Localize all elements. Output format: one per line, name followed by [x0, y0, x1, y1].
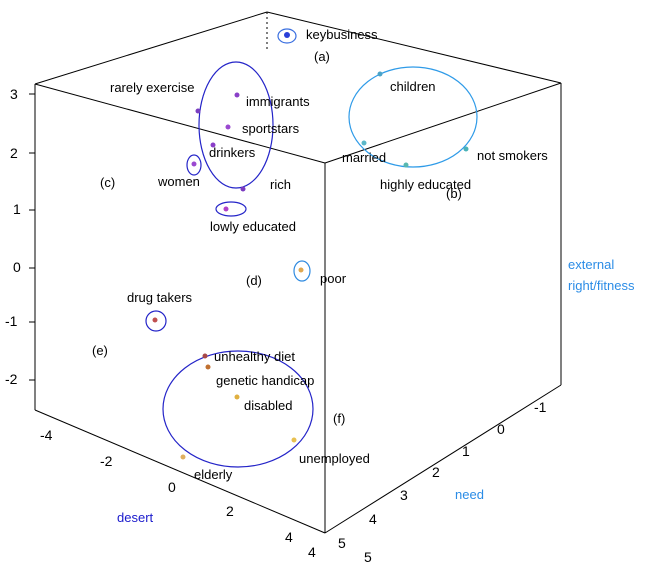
ellipse-cluster-c-lowly: [215, 201, 247, 217]
point-label-lowly-educated: lowly educated: [210, 219, 296, 234]
point-label-poor: poor: [320, 271, 347, 286]
point-label-married: married: [342, 150, 386, 165]
box-edge-bottom-left: [34, 409, 326, 534]
point-label-drug-takers: drug takers: [127, 290, 193, 305]
desert-tick: 4: [285, 529, 293, 545]
point-label-immigrants: immigrants: [246, 94, 310, 109]
need-axis-ticks: -1 0 1 2 3 4 5: [364, 399, 547, 565]
need-tick: 3: [400, 487, 408, 503]
external-tick: 1: [13, 201, 21, 217]
ellipse-cluster-f: [162, 350, 314, 468]
desert-tick: -4: [40, 427, 53, 443]
cluster-labels: (a) (b) (c) (d) (e) (f): [92, 49, 462, 426]
ellipse-cluster-b: [348, 66, 478, 168]
point-poor: [298, 267, 304, 273]
data-points: [152, 32, 469, 460]
desert-tick: 0: [168, 479, 176, 495]
cluster-label-e: (e): [92, 343, 108, 358]
external-tick: -2: [5, 371, 18, 387]
point-women: [191, 161, 197, 167]
point-drug-takers: [152, 317, 158, 323]
point-label-not-smokers: not smokers: [477, 148, 548, 163]
external-axis-ticks: 3 2 1 0 -1 -2: [5, 86, 21, 387]
external-axis-title-line-1: external: [568, 257, 614, 272]
point-drinkers: [210, 142, 216, 148]
point-label-rich: rich: [270, 177, 291, 192]
need-tick: -1: [534, 399, 547, 415]
desert-tick: 2: [226, 503, 234, 519]
point-label-women: women: [157, 174, 200, 189]
desert-tick: -2: [100, 453, 113, 469]
point-lowly-educated: [223, 206, 229, 212]
need-tick: 5: [338, 535, 346, 551]
point-immigrants: [234, 92, 240, 98]
cluster-label-a: (a): [314, 49, 330, 64]
external-tick: 2: [10, 145, 18, 161]
external-axis-tickmarks: [29, 93, 35, 381]
ellipse-cluster-c-main: [198, 61, 274, 189]
need-tick: 1: [462, 443, 470, 459]
cluster-ellipses: [145, 28, 478, 468]
point-label-keybusiness: keybusiness: [306, 27, 378, 42]
box-edge-bottom-right: [324, 384, 562, 534]
ellipse-cluster-c-women: [186, 154, 202, 176]
ellipse-cluster-d: [293, 260, 311, 282]
point-keybusiness: [284, 32, 290, 38]
external-axis-title-line-2: right/fitness: [568, 278, 635, 293]
point-rich: [240, 186, 246, 192]
point-label-sportstars: sportstars: [242, 121, 300, 136]
desert-axis-extra-ticks: 4: [308, 544, 316, 560]
point-not-smokers: [463, 146, 469, 152]
point-label-drinkers: drinkers: [209, 145, 256, 160]
point-label-unemployed: unemployed: [299, 451, 370, 466]
external-tick: 3: [10, 86, 18, 102]
point-elderly: [180, 454, 186, 460]
cluster-label-b: (b): [446, 186, 462, 201]
point-children: [377, 71, 383, 77]
point-label-children: children: [390, 79, 436, 94]
point-disabled: [234, 394, 240, 400]
point-genetic-handicap: [205, 364, 211, 370]
need-axis-title: need: [455, 487, 484, 502]
need-tick: 5: [364, 549, 372, 565]
need-tick: 0: [497, 421, 505, 437]
point-married: [361, 140, 367, 146]
point-rarely-exercise: [195, 108, 201, 114]
point-labels: keybusiness children married not smokers…: [110, 27, 548, 482]
cluster-label-d: (d): [246, 273, 262, 288]
point-label-unhealthy-diet: unhealthy diet: [214, 349, 295, 364]
point-label-disabled: disabled: [244, 398, 292, 413]
external-tick: 0: [13, 259, 21, 275]
need-tick: 4: [369, 511, 377, 527]
cluster-label-f: (f): [333, 411, 345, 426]
ellipse-cluster-e: [145, 310, 167, 332]
point-unemployed: [291, 437, 297, 443]
desert-axis-ticks: -4 -2 0 2 4: [40, 427, 293, 545]
box-edge-back-top-left: [34, 11, 268, 85]
point-sportstars: [225, 124, 231, 130]
cluster-label-c: (c): [100, 175, 115, 190]
point-unhealthy-diet: [202, 353, 208, 359]
desert-axis-title: desert: [117, 510, 154, 525]
point-label-elderly: elderly: [194, 467, 233, 482]
point-label-rarely-exercise: rarely exercise: [110, 80, 195, 95]
point-label-genetic-handicap: genetic handicap: [216, 373, 314, 388]
point-label-highly-educated: highly educated: [380, 177, 471, 192]
ellipse-cluster-a: [277, 28, 297, 44]
external-tick: -1: [5, 313, 18, 329]
need-axis-extra-ticks: 5: [338, 535, 346, 551]
need-tick: 2: [432, 464, 440, 480]
desert-tick: 4: [308, 544, 316, 560]
box-edge-back-top-right: [266, 11, 562, 84]
point-highly-educated: [403, 162, 409, 168]
box-edge-top-front-left: [34, 83, 326, 164]
